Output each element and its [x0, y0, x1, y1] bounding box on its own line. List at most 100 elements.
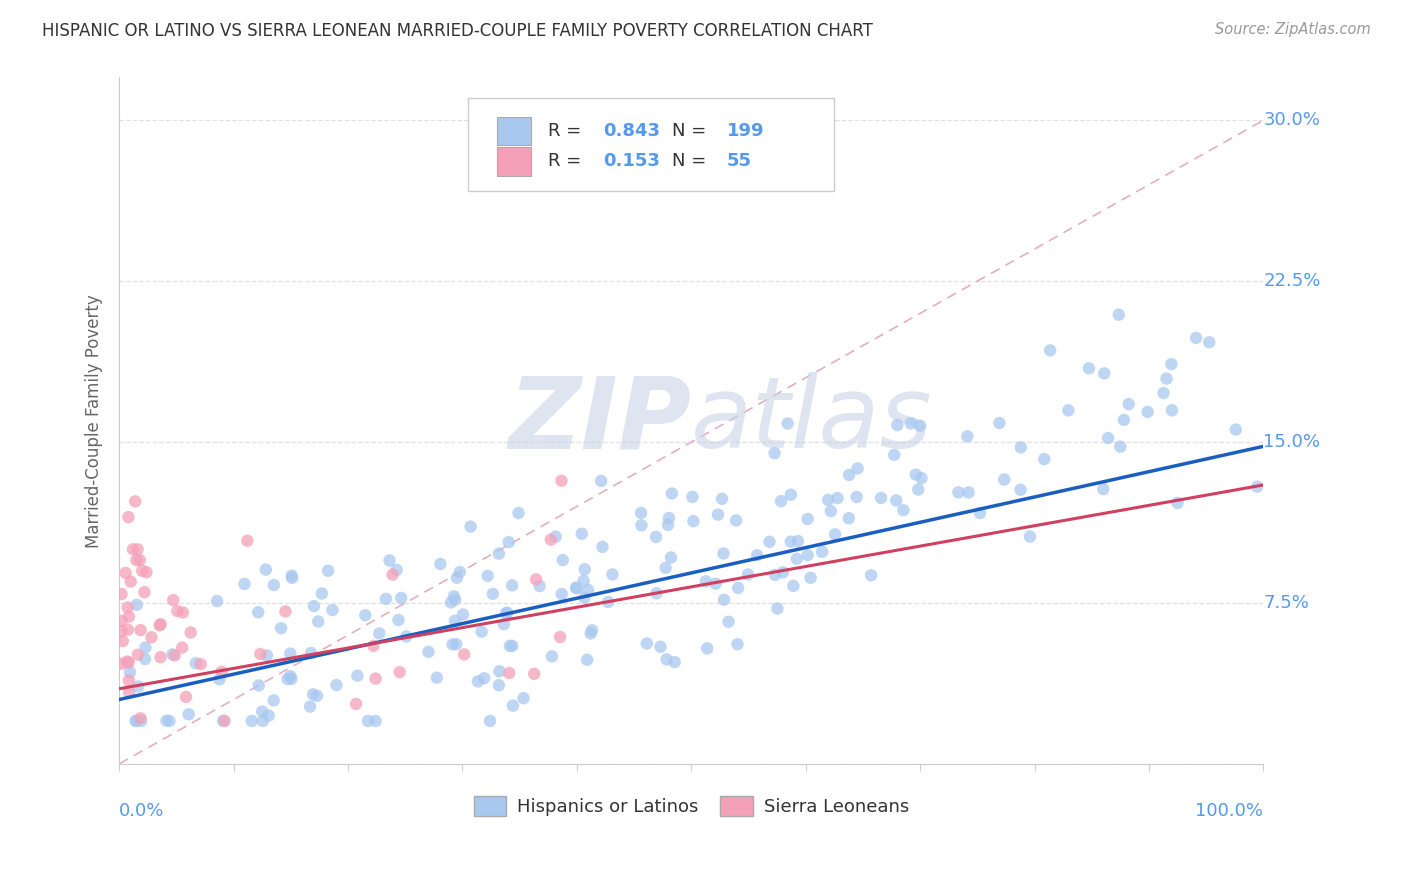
Text: 0.843: 0.843	[603, 122, 661, 140]
Point	[711, 491, 734, 506]
Point	[576, 582, 599, 597]
Point	[1097, 431, 1119, 445]
Point	[817, 492, 839, 507]
Point	[117, 600, 139, 615]
Point	[134, 652, 156, 666]
Point	[125, 553, 148, 567]
Point	[118, 665, 141, 680]
Point	[1108, 308, 1130, 322]
Point	[908, 418, 931, 433]
Point	[118, 609, 141, 624]
Point	[630, 506, 652, 520]
Point	[120, 574, 142, 589]
Text: R =: R =	[548, 153, 588, 170]
Point	[141, 630, 163, 644]
Point	[496, 606, 519, 620]
Point	[321, 603, 343, 617]
Point	[1198, 335, 1220, 350]
Point	[236, 533, 259, 548]
Point	[501, 578, 523, 592]
Point	[498, 535, 520, 549]
Point	[375, 591, 398, 606]
Point	[477, 569, 499, 583]
Point	[444, 637, 467, 651]
Point	[127, 680, 149, 694]
Point	[1033, 452, 1056, 467]
Point	[280, 647, 302, 661]
Point	[1153, 386, 1175, 401]
Point	[429, 557, 451, 571]
Point	[655, 652, 678, 666]
Point	[368, 626, 391, 640]
Point	[159, 714, 181, 728]
Point	[110, 624, 132, 639]
Point	[441, 637, 464, 651]
Point	[190, 657, 212, 672]
Point	[645, 586, 668, 600]
Point	[418, 645, 440, 659]
Point	[650, 640, 672, 654]
Point	[820, 504, 842, 518]
Point	[571, 526, 593, 541]
Point	[129, 711, 152, 725]
Point	[845, 490, 868, 504]
Point	[713, 547, 735, 561]
Point	[172, 606, 194, 620]
Point	[482, 587, 505, 601]
Point	[316, 564, 339, 578]
Point	[205, 594, 228, 608]
Point	[125, 598, 148, 612]
Point	[512, 691, 534, 706]
Point	[907, 483, 929, 497]
Point	[707, 508, 730, 522]
Point	[278, 669, 301, 683]
Point	[550, 474, 572, 488]
Point	[118, 673, 141, 688]
Point	[551, 587, 574, 601]
Point	[900, 417, 922, 431]
Point	[240, 714, 263, 728]
Point	[110, 657, 132, 671]
Point	[838, 511, 860, 525]
Point	[727, 637, 749, 651]
Point	[495, 606, 517, 620]
Point	[344, 697, 367, 711]
Point	[704, 576, 727, 591]
Point	[363, 639, 385, 653]
Text: N =: N =	[672, 153, 711, 170]
Point	[824, 527, 846, 541]
Point	[208, 673, 231, 687]
Point	[645, 530, 668, 544]
Text: Source: ZipAtlas.com: Source: ZipAtlas.com	[1215, 22, 1371, 37]
Point	[565, 581, 588, 595]
Point	[636, 636, 658, 650]
Point	[263, 693, 285, 707]
Point	[110, 587, 132, 601]
Point	[302, 599, 325, 614]
Point	[1167, 496, 1189, 510]
Point	[540, 533, 562, 547]
Point	[277, 672, 299, 686]
Point	[125, 714, 148, 728]
Point	[129, 714, 152, 728]
Point	[114, 566, 136, 580]
Point	[664, 655, 686, 669]
Point	[1136, 405, 1159, 419]
Point	[254, 563, 277, 577]
Point	[115, 655, 138, 669]
Point	[1185, 331, 1208, 345]
Point	[162, 648, 184, 662]
Point	[800, 571, 823, 585]
Point	[796, 548, 818, 562]
Point	[172, 640, 194, 655]
Point	[162, 593, 184, 607]
Point	[449, 565, 471, 579]
Point	[426, 671, 449, 685]
Point	[770, 494, 793, 508]
Point	[117, 510, 139, 524]
Text: 7.5%: 7.5%	[1264, 594, 1309, 612]
Point	[471, 624, 494, 639]
Point	[122, 542, 145, 557]
Text: 30.0%: 30.0%	[1264, 112, 1320, 129]
Point	[1010, 441, 1032, 455]
